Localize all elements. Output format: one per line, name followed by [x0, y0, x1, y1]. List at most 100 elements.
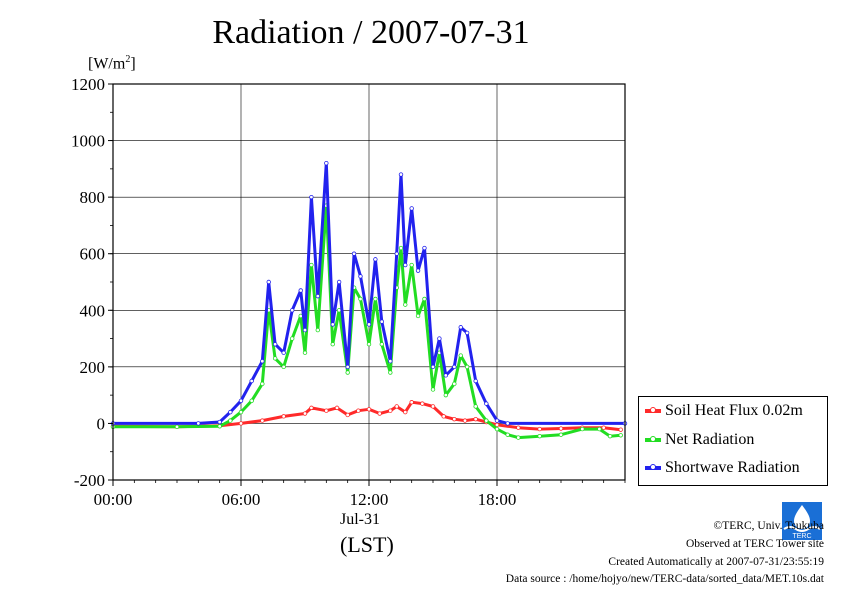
data-point [302, 411, 308, 416]
data-point [336, 279, 342, 285]
y-tick-label: 400 [80, 301, 106, 320]
data-point [366, 342, 372, 347]
data-point [358, 296, 363, 302]
data-point [302, 350, 308, 355]
data-point [458, 353, 463, 358]
data-point [464, 330, 470, 336]
data-point [260, 381, 265, 387]
legend-item-shortwave-radiation: Shortwave Radiation [645, 458, 800, 478]
data-point [388, 359, 393, 364]
x-date-label: Jul-31 [340, 511, 380, 528]
data-point [238, 421, 244, 426]
data-point [420, 401, 425, 406]
x-unit-label: (LST) [340, 532, 394, 557]
data-point [409, 262, 414, 268]
data-point [315, 293, 320, 299]
data-point [473, 404, 478, 409]
legend-label: Soil Heat Flux 0.02m [665, 402, 803, 419]
data-point [537, 433, 542, 439]
data-point [345, 412, 350, 418]
data-point [537, 426, 542, 432]
series-line [112, 400, 621, 432]
data-point [394, 404, 399, 409]
data-point [356, 408, 361, 413]
y-tick-label: 200 [80, 358, 106, 377]
y-tick-label: -200 [74, 471, 105, 490]
data-point [217, 419, 222, 425]
data-point [394, 251, 399, 256]
data-point [607, 433, 613, 439]
data-point [351, 251, 357, 256]
data-point [403, 262, 408, 268]
data-point [464, 364, 470, 370]
legend-swatch-red [645, 407, 661, 413]
y-unit-sup: 2 [125, 54, 131, 65]
data-point [377, 411, 382, 416]
data-point [272, 356, 278, 361]
x-tick-label: 18:00 [478, 490, 517, 509]
logo-text: TERC [792, 533, 811, 540]
data-point [415, 313, 421, 319]
data-point [398, 172, 404, 177]
data-point [443, 392, 448, 398]
data-point [494, 418, 500, 423]
data-point [458, 325, 463, 330]
data-point [505, 432, 510, 437]
data-point [334, 405, 340, 411]
x-tick-label: 12:00 [350, 490, 389, 509]
data-point [618, 427, 623, 432]
data-point [266, 279, 271, 285]
y-tick-label: 1200 [71, 75, 105, 94]
data-point [452, 416, 457, 422]
data-point [302, 327, 308, 333]
data-point [373, 257, 378, 262]
data-point [558, 426, 564, 431]
data-point [238, 409, 244, 415]
y-tick-label: 800 [80, 188, 106, 207]
data-point [324, 160, 329, 166]
data-point [473, 378, 478, 384]
data-point [345, 370, 350, 375]
data-point [430, 404, 436, 409]
data-point [415, 268, 421, 273]
data-point [379, 342, 384, 347]
legend-swatch-green [645, 436, 661, 442]
data-point [597, 426, 602, 432]
data-point [462, 418, 468, 423]
data-point [272, 342, 278, 347]
data-point [441, 414, 446, 419]
data-point [309, 262, 314, 268]
data-point [494, 426, 500, 432]
data-point [422, 245, 427, 251]
terc-logo-icon: TERC [782, 502, 822, 540]
series-line [113, 161, 625, 425]
y-axis-unit: [W/m2] [88, 54, 136, 73]
data-point [388, 370, 393, 375]
data-point [260, 359, 265, 364]
legend-item-soil-heat-flux: Soil Heat Flux 0.02m [645, 401, 803, 421]
data-point [430, 364, 436, 370]
y-tick-label: 1000 [71, 132, 105, 151]
legend-item-net-radiation: Net Radiation [645, 430, 754, 450]
data-point [324, 408, 329, 413]
data-point [228, 418, 233, 423]
data-point [228, 409, 233, 415]
grid-lines [112, 83, 625, 481]
data-point [379, 319, 384, 324]
data-point [398, 245, 404, 251]
data-point [217, 424, 222, 429]
data-point [484, 401, 489, 406]
series-line [113, 204, 621, 440]
legend-label: Shortwave Radiation [665, 459, 800, 476]
data-point [238, 398, 244, 403]
data-point [403, 302, 408, 307]
data-point [330, 322, 335, 327]
data-point [452, 381, 457, 387]
footer-source: Data source : /home/hojyo/new/TERC-data/… [505, 573, 824, 585]
data-point [452, 364, 457, 370]
data-point [558, 432, 564, 437]
data-point [281, 350, 286, 355]
legend-swatch-blue [645, 464, 661, 470]
data-point [403, 409, 408, 415]
